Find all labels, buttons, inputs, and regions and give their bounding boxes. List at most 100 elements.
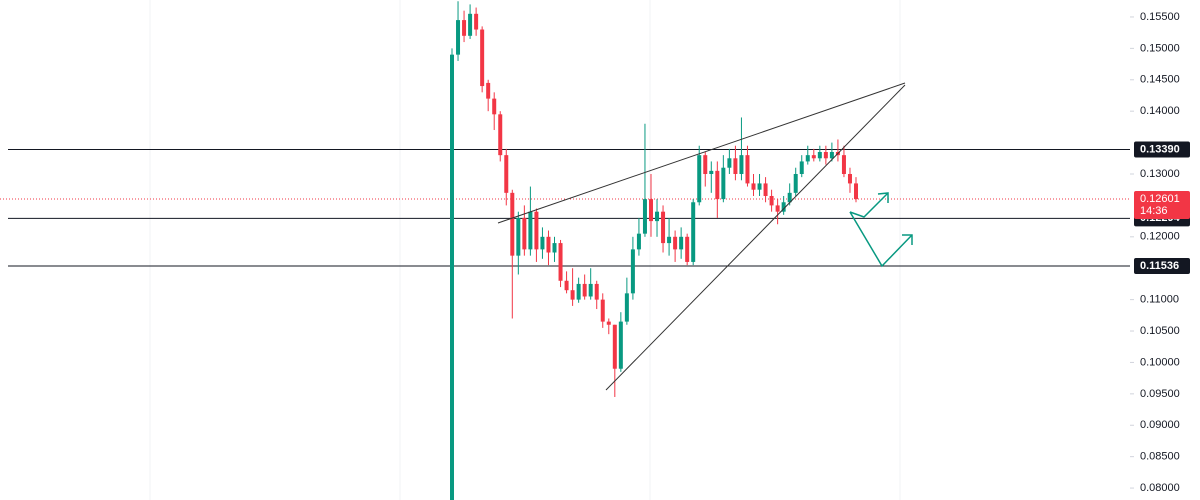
y-tick-label: 0.15000 xyxy=(1140,42,1180,54)
candle-body xyxy=(534,211,539,250)
candle-body xyxy=(703,155,708,174)
candle-body xyxy=(510,192,515,256)
candle-body xyxy=(618,321,623,369)
y-tick-label: 0.08500 xyxy=(1140,451,1180,463)
candle-body xyxy=(799,161,804,174)
levels xyxy=(0,148,1130,267)
axis: 0.15500 0.15000 0.14500 0.14000 0.13000 0.120… xyxy=(1130,11,1190,494)
y-tick-label: 0.08000 xyxy=(1140,482,1180,494)
candle-body xyxy=(721,167,726,200)
level-label: 0.13390 xyxy=(1140,143,1180,155)
countdown: 14:36 xyxy=(1140,205,1168,217)
candle-body xyxy=(745,155,750,184)
arrow-head xyxy=(877,192,889,203)
last-price-label: 0.12601 xyxy=(1140,193,1180,205)
candle-body xyxy=(498,114,503,156)
candle-body xyxy=(558,243,563,281)
candle-body xyxy=(630,249,635,294)
candle-body xyxy=(504,155,509,193)
y-tick-label: 0.14000 xyxy=(1140,105,1180,117)
candle-body xyxy=(456,20,461,55)
candle-body xyxy=(528,211,533,250)
y-tick-label: 0.09000 xyxy=(1140,419,1180,431)
trendline-upper xyxy=(497,82,906,224)
candle-body xyxy=(811,155,816,159)
candle-body xyxy=(685,236,690,262)
last-price-box xyxy=(1134,191,1190,220)
candle-body xyxy=(769,195,774,206)
candle-body xyxy=(600,299,605,322)
candle-body xyxy=(486,82,491,99)
candle-body xyxy=(588,283,593,297)
candle-body xyxy=(516,217,521,256)
candle-body xyxy=(582,283,587,297)
candle-body xyxy=(480,29,485,87)
candle-body xyxy=(709,170,714,174)
candle-body xyxy=(673,236,678,250)
candle-body xyxy=(606,321,611,325)
candle-body xyxy=(642,199,647,234)
candle-body xyxy=(667,236,672,244)
candle-body xyxy=(817,152,822,159)
candle-body xyxy=(661,211,666,244)
level-label-box xyxy=(1134,141,1190,158)
candle-body xyxy=(636,233,641,250)
candle-body xyxy=(787,192,792,203)
drawings xyxy=(497,82,913,391)
y-tick-label: 0.11000 xyxy=(1140,294,1179,306)
level-label-box xyxy=(1134,257,1190,274)
candle-body xyxy=(570,290,575,300)
candle-body xyxy=(612,324,617,369)
arrow-head xyxy=(902,234,913,245)
candle-body xyxy=(522,217,527,250)
price-axis xyxy=(1130,0,1200,500)
y-tick-label: 0.09500 xyxy=(1140,388,1180,400)
y-tick-label: 0.12000 xyxy=(1140,231,1180,243)
candle-body xyxy=(715,170,720,200)
candle-body xyxy=(751,183,756,190)
candle-body xyxy=(775,205,780,212)
candle-body xyxy=(450,54,454,500)
candle-body xyxy=(468,13,473,36)
candle-body xyxy=(552,243,557,253)
candle-body xyxy=(624,293,629,322)
candle-body xyxy=(697,155,702,203)
candle-body xyxy=(540,236,545,250)
candle-body xyxy=(763,183,768,196)
trendline-lower xyxy=(605,84,906,391)
candle-body xyxy=(492,98,497,115)
candle-body xyxy=(823,152,828,159)
candle-body xyxy=(691,202,696,262)
candle-body xyxy=(847,173,852,184)
candle-body xyxy=(841,155,846,174)
level-label: 0.11536 xyxy=(1140,260,1179,272)
candle-body xyxy=(594,283,599,300)
candle-body xyxy=(576,283,581,300)
arrow-path xyxy=(849,192,889,218)
grid-verticals xyxy=(149,0,901,500)
y-tick-label: 0.15500 xyxy=(1140,11,1180,23)
candle-body xyxy=(733,158,738,174)
candle-body xyxy=(546,236,551,253)
candle-body xyxy=(648,199,653,222)
candle-body xyxy=(655,211,660,222)
candle-body xyxy=(793,173,798,193)
candle-body xyxy=(462,20,467,36)
candle-body xyxy=(829,152,834,159)
candle-body xyxy=(474,13,479,30)
candle-body xyxy=(679,236,684,250)
y-tick-label: 0.10500 xyxy=(1140,325,1180,337)
candle-body xyxy=(757,183,762,190)
candle-body xyxy=(854,183,859,200)
y-tick-label: 0.10000 xyxy=(1140,356,1180,368)
y-tick-label: 0.14500 xyxy=(1140,74,1180,86)
candles xyxy=(450,1,859,500)
arrow-path xyxy=(849,211,913,268)
candle-body xyxy=(564,280,569,291)
candle-body xyxy=(727,158,732,168)
y-tick-label: 0.13000 xyxy=(1140,168,1180,180)
candle-body xyxy=(781,202,786,212)
candle-body xyxy=(739,155,744,174)
